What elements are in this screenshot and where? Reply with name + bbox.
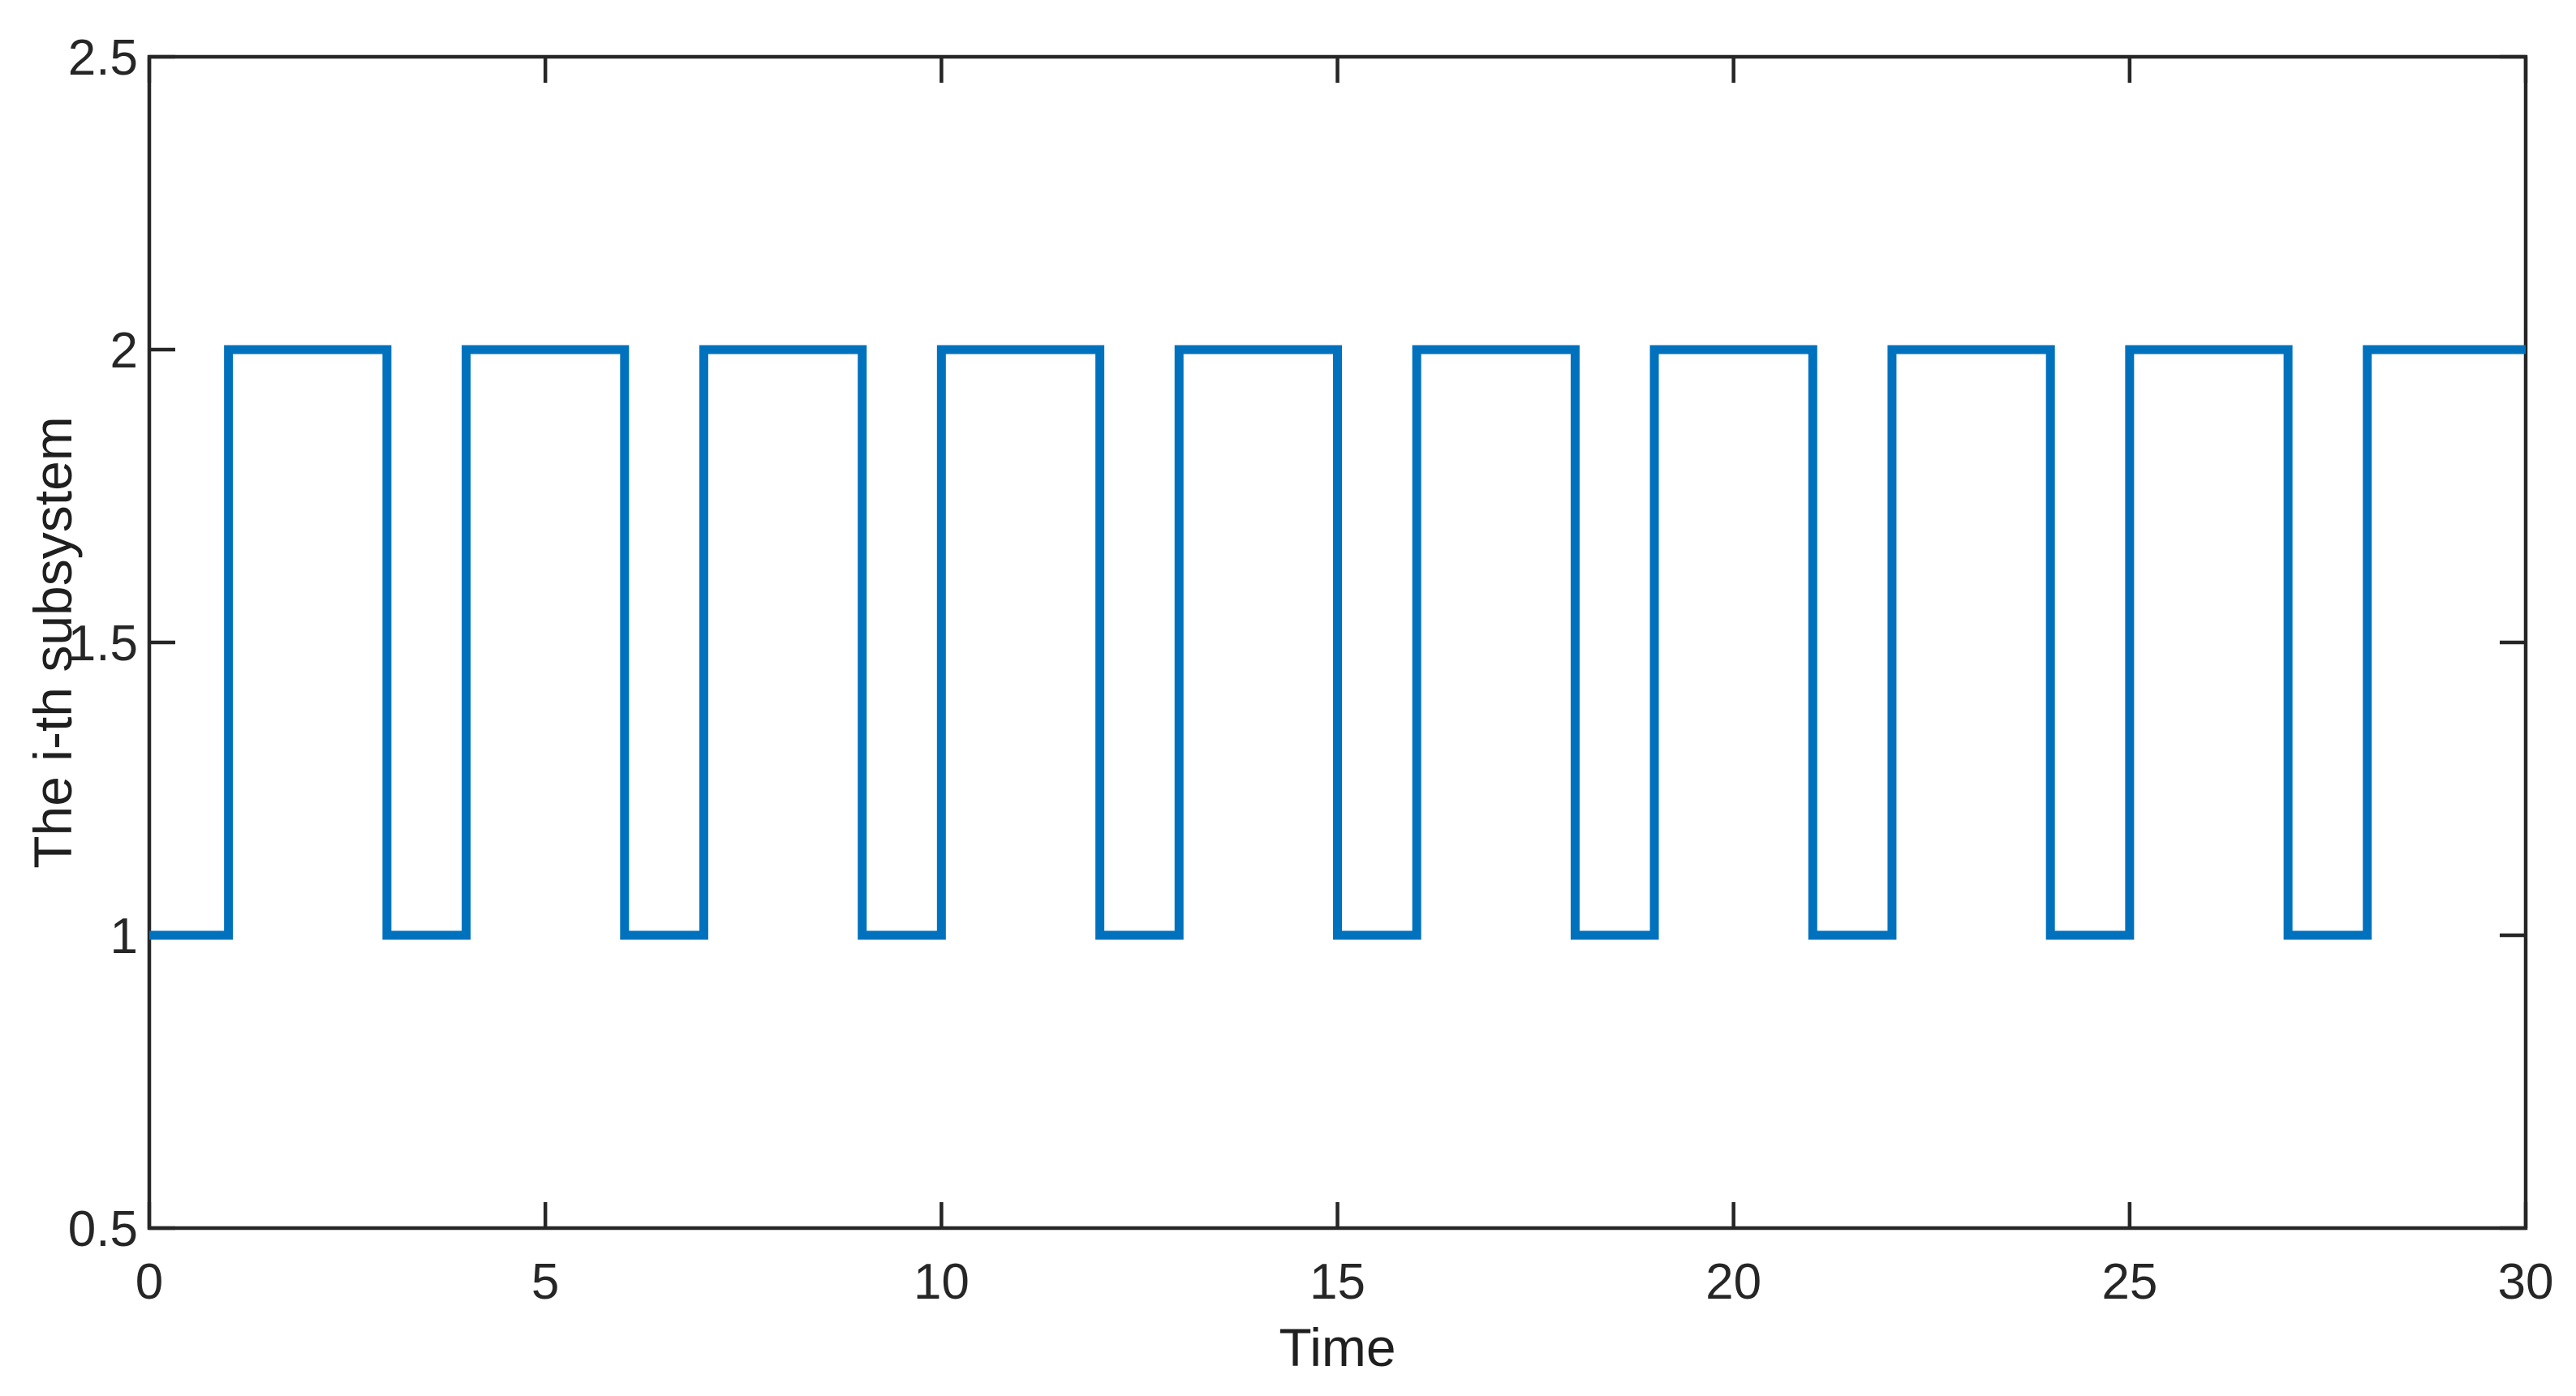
x-tick-label: 15	[1310, 1254, 1365, 1310]
x-axis-label: Time	[1279, 1317, 1396, 1377]
x-tick-label: 10	[914, 1254, 970, 1310]
y-tick-label: 1	[110, 908, 138, 964]
y-tick-label: 1.5	[68, 616, 138, 672]
x-tick-label: 30	[2498, 1254, 2554, 1310]
x-tick-label: 0	[135, 1254, 163, 1310]
y-tick-labels: 0.5 1 1.5 2 2.5	[68, 30, 138, 1257]
x-tick-label: 20	[1705, 1254, 1761, 1310]
y-tick-label: 0.5	[68, 1201, 138, 1257]
x-tick-labels: 0 5 10 15 20 25 30	[135, 1254, 2554, 1310]
y-tick-label: 2	[110, 323, 138, 379]
signal-line	[149, 345, 2526, 940]
y-tick-label: 2.5	[68, 30, 138, 86]
x-tick-label: 5	[531, 1254, 559, 1310]
y-axis-label: The i-th subsystem	[23, 416, 83, 869]
x-tick-label: 25	[2101, 1254, 2157, 1310]
